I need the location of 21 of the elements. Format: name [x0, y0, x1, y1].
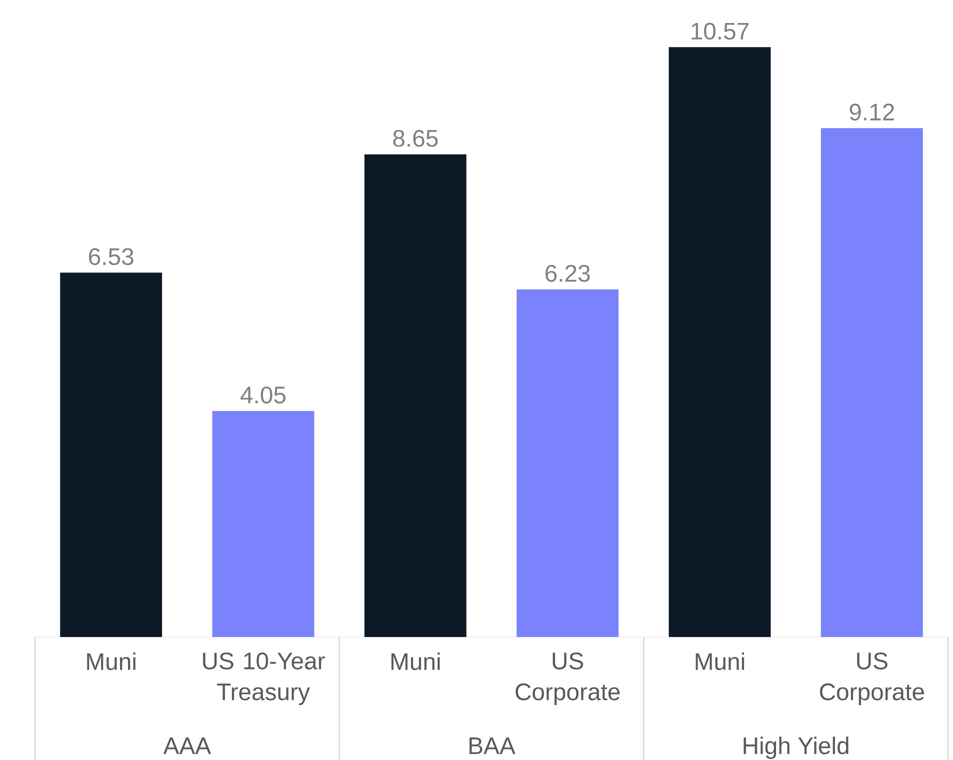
bar	[60, 272, 162, 637]
data-label: 10.57	[692, 22, 748, 40]
text: High Yield	[744, 736, 848, 759]
bar	[364, 154, 466, 637]
data-label: 6.53	[89, 248, 134, 266]
x-tick-label: US Corporate	[820, 652, 924, 706]
x-tick-label: Muni	[391, 652, 440, 670]
data-label: 6.23	[546, 264, 590, 282]
x-tick-label: US Corporate	[516, 652, 620, 706]
bar	[212, 411, 314, 637]
bar	[516, 289, 619, 637]
x-tick-label: Muni	[87, 652, 136, 670]
x-tick-label: Muni	[696, 652, 744, 670]
data-label: 4.05	[240, 386, 286, 404]
x-tick-label: US 10-Year Treasury	[203, 652, 325, 706]
data-label: 8.65	[393, 130, 438, 147]
text: AAA	[163, 738, 212, 754]
bar	[820, 128, 923, 637]
text: BAA	[470, 738, 516, 754]
data-label: 9.12	[850, 104, 894, 121]
bar	[668, 47, 771, 637]
